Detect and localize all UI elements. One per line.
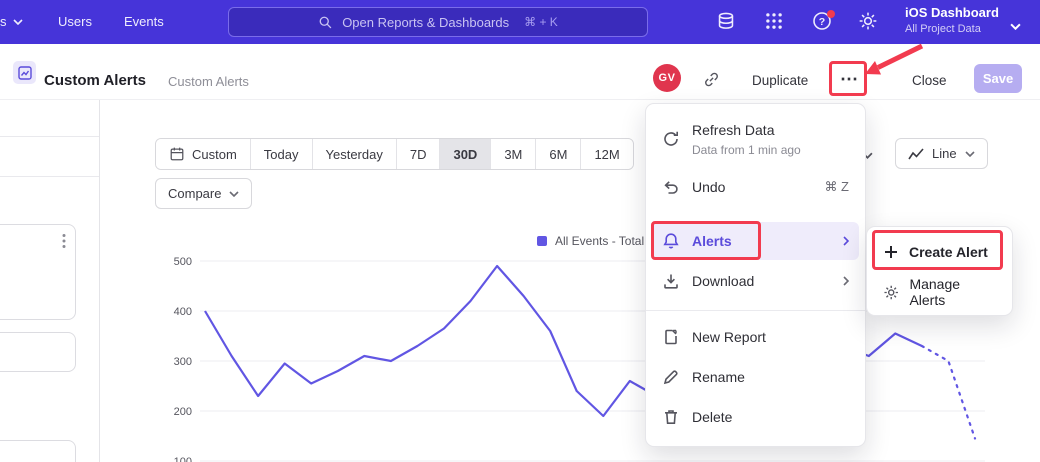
report-header: Custom Alerts Custom Alerts GV Duplicate… bbox=[0, 44, 1040, 100]
project-chevron-down-icon[interactable] bbox=[1010, 17, 1021, 35]
menu-item-rename[interactable]: Rename bbox=[652, 358, 859, 396]
menu-item-new-report[interactable]: New Report bbox=[652, 318, 859, 356]
page-title: Custom Alerts bbox=[44, 72, 146, 89]
undo-icon bbox=[664, 181, 678, 194]
submenu-item-label: Create Alert bbox=[909, 244, 988, 260]
date-range-12m[interactable]: 12M bbox=[580, 139, 633, 169]
menu-item-label: Rename bbox=[692, 369, 745, 385]
sidebar-divider bbox=[0, 176, 99, 177]
bell-icon bbox=[663, 233, 679, 249]
date-range-7d[interactable]: 7D bbox=[395, 139, 440, 169]
nav-item-events[interactable]: Events bbox=[124, 14, 164, 29]
refresh-icon bbox=[664, 131, 678, 146]
legend-swatch bbox=[537, 236, 547, 246]
data-connections-icon[interactable] bbox=[716, 11, 738, 33]
date-range-30d[interactable]: 30D bbox=[439, 139, 491, 169]
date-range-control: Custom Today Yesterday 7D 30D 3M 6M 12M bbox=[155, 138, 634, 170]
svg-text:500: 500 bbox=[174, 256, 192, 268]
avatar[interactable]: GV bbox=[653, 64, 681, 92]
date-range-yesterday[interactable]: Yesterday bbox=[311, 139, 396, 169]
more-options-button[interactable]: ⋯ bbox=[840, 68, 858, 89]
nav-item-users[interactable]: Users bbox=[58, 14, 92, 29]
menu-item-undo[interactable]: Undo ⌘ Z bbox=[652, 168, 859, 206]
menu-item-subtitle: Data from 1 min ago bbox=[692, 142, 801, 157]
svg-text:200: 200 bbox=[174, 406, 192, 418]
project-selector[interactable]: iOS Dashboard All Project Data bbox=[905, 5, 999, 35]
plus-icon bbox=[885, 246, 897, 258]
sidebar-divider bbox=[0, 136, 99, 137]
chevron-down-icon bbox=[229, 190, 240, 197]
trash-icon bbox=[665, 410, 677, 424]
date-range-6m[interactable]: 6M bbox=[535, 139, 581, 169]
apps-grid-icon[interactable] bbox=[764, 11, 786, 33]
kebab-menu-icon[interactable] bbox=[62, 233, 66, 254]
board-card[interactable] bbox=[0, 332, 76, 372]
compare-button[interactable]: Compare bbox=[155, 178, 253, 209]
menu-item-label: Download bbox=[692, 273, 755, 289]
chart-type-selector[interactable]: Line bbox=[895, 138, 988, 169]
global-search[interactable]: Open Reports & Dashboards ⌘ + K bbox=[228, 7, 648, 37]
date-range-label: Custom bbox=[192, 146, 237, 162]
duplicate-button[interactable]: Duplicate bbox=[752, 73, 809, 88]
breadcrumb: Custom Alerts bbox=[168, 74, 249, 89]
close-button[interactable]: Close bbox=[912, 73, 947, 88]
help-icon[interactable]: ? bbox=[812, 10, 835, 33]
line-chart-icon bbox=[908, 147, 924, 159]
context-menu: Refresh Data Data from 1 min ago Undo ⌘ … bbox=[645, 103, 866, 447]
submenu-chevron-right-icon bbox=[843, 234, 850, 249]
chevron-down-icon bbox=[12, 18, 23, 25]
date-range-today[interactable]: Today bbox=[249, 139, 312, 169]
menu-item-delete[interactable]: Delete bbox=[652, 398, 859, 436]
calendar-icon bbox=[170, 147, 184, 161]
download-icon bbox=[664, 274, 678, 289]
alerts-submenu: Create Alert Manage Alerts bbox=[866, 226, 1013, 316]
chart-legend: All Events - Total bbox=[537, 234, 644, 248]
menu-item-label: Undo bbox=[692, 179, 726, 195]
submenu-item-manage-alerts[interactable]: Manage Alerts bbox=[873, 273, 1006, 311]
nav-item-boards-partial[interactable]: s bbox=[0, 14, 23, 29]
share-link-icon[interactable] bbox=[703, 71, 720, 93]
submenu-item-create-alert[interactable]: Create Alert bbox=[873, 233, 1006, 271]
board-card[interactable] bbox=[0, 224, 76, 320]
nav-partial-label: s bbox=[0, 14, 7, 29]
project-name: iOS Dashboard bbox=[905, 5, 999, 20]
board-icon bbox=[13, 61, 36, 84]
submenu-item-label: Manage Alerts bbox=[909, 276, 961, 308]
date-range-3m[interactable]: 3M bbox=[490, 139, 536, 169]
menu-item-shortcut: ⌘ Z bbox=[824, 179, 849, 194]
search-placeholder: Open Reports & Dashboards bbox=[342, 14, 510, 30]
chevron-down-icon bbox=[965, 150, 975, 157]
gear-icon bbox=[884, 285, 898, 299]
menu-item-label: Alerts bbox=[692, 233, 732, 249]
svg-text:300: 300 bbox=[174, 356, 192, 368]
compare-label: Compare bbox=[168, 186, 222, 201]
menu-divider bbox=[646, 310, 865, 311]
new-report-icon bbox=[665, 329, 677, 345]
menu-item-label: Refresh Data bbox=[692, 121, 775, 138]
project-subtitle: All Project Data bbox=[905, 23, 981, 35]
svg-text:400: 400 bbox=[174, 306, 192, 318]
menu-item-refresh-data[interactable]: Refresh Data Data from 1 min ago bbox=[652, 112, 859, 166]
svg-text:100: 100 bbox=[174, 456, 192, 462]
date-range-custom[interactable]: Custom bbox=[156, 139, 250, 169]
menu-item-download[interactable]: Download bbox=[652, 262, 859, 300]
left-sidebar bbox=[0, 100, 100, 462]
menu-item-label: New Report bbox=[692, 329, 766, 345]
menu-item-alerts[interactable]: Alerts bbox=[652, 222, 859, 260]
chart-type-label: Line bbox=[932, 146, 957, 161]
gear-icon[interactable] bbox=[858, 11, 880, 33]
notification-dot bbox=[827, 10, 835, 18]
submenu-chevron-right-icon bbox=[843, 274, 850, 289]
pencil-icon bbox=[663, 370, 678, 385]
top-nav: s Users Events Open Reports & Dashboards… bbox=[0, 0, 1040, 44]
search-shortcut: ⌘ + K bbox=[524, 15, 558, 29]
board-card[interactable] bbox=[0, 440, 76, 462]
legend-label: All Events - Total bbox=[555, 234, 645, 248]
svg-text:?: ? bbox=[819, 16, 825, 28]
menu-item-label: Delete bbox=[692, 409, 733, 425]
save-button[interactable]: Save bbox=[974, 64, 1022, 93]
search-icon bbox=[319, 16, 332, 28]
